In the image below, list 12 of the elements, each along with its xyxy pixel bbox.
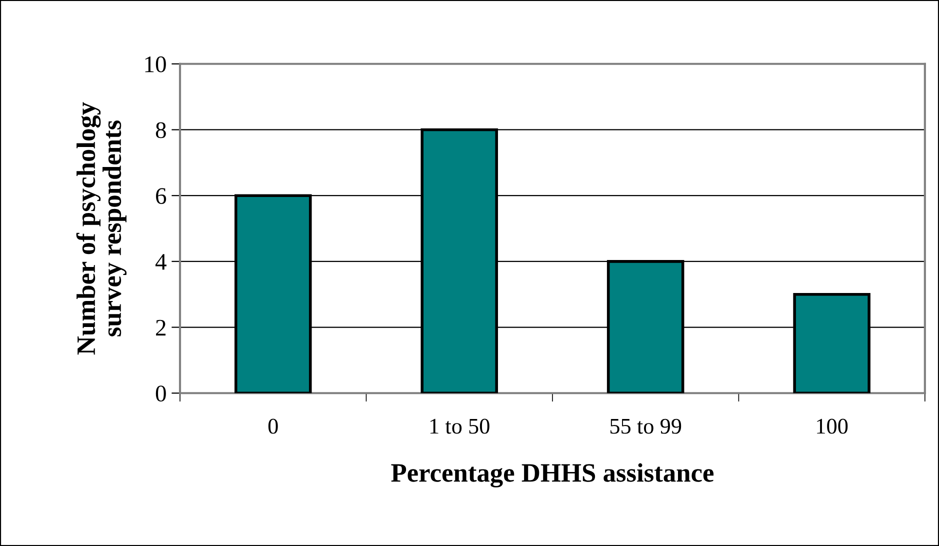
x-tick-label: 100 [817,418,848,434]
y-tick-label: 6 [156,188,166,204]
y-tick-label: 10 [145,56,166,72]
y-tick-label: 0 [156,386,166,402]
y-axis-title: Number of psychology survey respondents [76,102,127,355]
x-tick-label: 0 [268,418,278,434]
y-tick-label: 4 [155,254,166,270]
x-tick-label: 1 to 50 [430,418,490,434]
x-tick-label: 55 to 99 [610,418,682,434]
y-tick-label: 8 [156,122,166,138]
x-axis-title: Percentage DHHS assistance [391,463,714,488]
y-tick-label: 2 [156,320,166,336]
